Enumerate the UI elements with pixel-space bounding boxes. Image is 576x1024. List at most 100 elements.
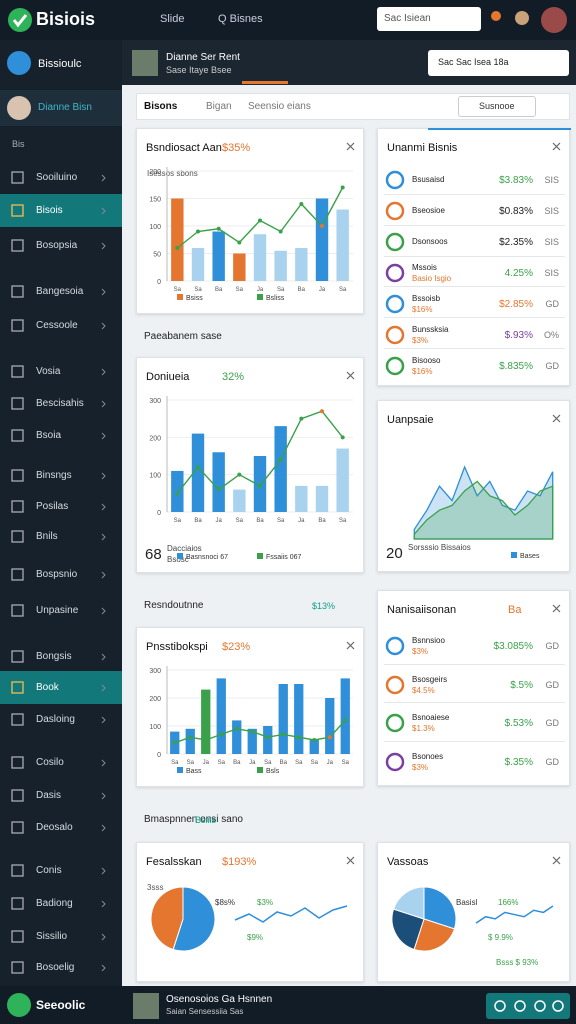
row-name: Bsosgeirs — [412, 674, 448, 684]
menu-item[interactable]: Sooiluino — [36, 172, 78, 183]
row-value: $3.83% — [499, 175, 533, 187]
bar — [191, 248, 205, 281]
legend-label: Basnsnoci 67 — [186, 554, 228, 561]
point — [196, 465, 200, 470]
tab[interactable]: Bisons — [144, 101, 178, 112]
menu-item[interactable]: Conis — [36, 865, 62, 876]
menu-item[interactable]: Badiong — [36, 898, 73, 909]
bar — [278, 684, 288, 754]
menu-item[interactable]: Dasloing — [36, 714, 75, 725]
y-tick-label: 100 — [149, 224, 161, 231]
search-box[interactable]: Sac Isiean — [377, 7, 481, 31]
row-divider — [384, 702, 565, 703]
menu-icon — [11, 604, 24, 617]
nav-item[interactable]: Q Bisnes — [218, 13, 263, 25]
search-text: Sac Isiean — [384, 13, 431, 24]
point — [216, 487, 221, 492]
close-icon — [346, 641, 355, 650]
menu-icon — [11, 821, 24, 834]
x-tick-label: Sa — [236, 518, 244, 524]
close-icon — [552, 856, 561, 865]
menu-icon — [11, 171, 24, 184]
menu-item[interactable]: Cosilo — [36, 757, 64, 768]
user-avatar — [7, 96, 31, 120]
menu-item[interactable]: Bosoelig — [36, 962, 75, 973]
graphic — [552, 414, 561, 423]
menu-item[interactable]: Bongsis — [36, 651, 72, 662]
graphic — [11, 604, 106, 617]
action-tray — [486, 993, 570, 1019]
bar — [216, 678, 226, 754]
x-tick-label: Sa — [174, 518, 182, 524]
row-tag: GD — [545, 360, 560, 371]
menu-item[interactable]: Bisois — [36, 205, 63, 216]
legend-swatch — [177, 553, 183, 559]
menu-item[interactable]: Bsoia — [36, 430, 62, 441]
chart-label: $3% — [257, 898, 274, 907]
bar — [336, 448, 349, 512]
row-tag: GD — [545, 679, 560, 690]
row-value: $.53% — [504, 718, 533, 730]
menu-item[interactable]: Vosia — [36, 366, 61, 377]
tab-button[interactable]: Susnooe — [458, 96, 536, 117]
chart-label: Bsss $ 93% — [496, 958, 539, 967]
point — [299, 202, 304, 206]
chevron — [101, 472, 106, 480]
menu-item[interactable]: Unpasine — [36, 605, 79, 616]
tab[interactable]: Bigan — [206, 101, 232, 112]
menu-item[interactable]: Dasis — [36, 790, 62, 801]
graphic — [346, 641, 355, 650]
row-divider — [384, 224, 565, 226]
row-name: Bsnnsioo — [412, 636, 445, 646]
row-divider — [384, 348, 565, 350]
menu-item[interactable]: Bangesoia — [36, 286, 84, 297]
graphic — [385, 675, 405, 694]
chevron — [101, 900, 106, 908]
menu-item[interactable]: Binsngs — [36, 470, 72, 481]
card-title: Unanmi Bisnis — [387, 142, 458, 154]
graphic — [11, 204, 106, 217]
tab[interactable]: Seensio eians — [248, 101, 311, 112]
area — [413, 480, 554, 540]
menu-item[interactable]: Deosalo — [36, 822, 73, 833]
point — [343, 718, 348, 723]
menu-item[interactable]: Bnils — [36, 531, 58, 542]
footer-text: Bsosc — [167, 555, 189, 564]
menu-item[interactable]: Sissilio — [36, 931, 68, 942]
legend-swatch — [177, 294, 183, 300]
row-icon — [385, 356, 405, 375]
graphic — [11, 897, 106, 910]
graphic — [11, 285, 106, 298]
x-tick-label: Ja — [319, 287, 326, 293]
action-icon — [552, 1000, 564, 1012]
chevron — [101, 432, 106, 440]
menu-item[interactable]: Bospsnio — [36, 569, 78, 580]
row-divider — [384, 317, 565, 319]
tab-button-text: Susnooe — [479, 101, 515, 111]
card: Doniueia 32% 68 Dacciaios Bsosc 0 100 200 300 Sa B… — [136, 357, 364, 573]
nav-item[interactable]: Slide — [160, 13, 185, 25]
graphic — [11, 681, 106, 694]
point — [320, 224, 324, 228]
menu-item[interactable]: Posilas — [36, 501, 69, 512]
badge: 20 — [386, 545, 403, 562]
row-tag: SIS — [544, 175, 559, 186]
row-tag: SIS — [544, 237, 559, 248]
card-accent: Ba — [508, 604, 522, 616]
menu-item[interactable]: Bosopsia — [36, 240, 78, 251]
graphic: 0 100 200 300 Sa Sa Ja Sa Ba Ja Sa Ba Sa Sa Ja Sa Bass Bs… — [149, 666, 353, 775]
x-tick-label: Sa — [311, 760, 319, 766]
menu-item[interactable]: Bescisahis — [36, 398, 84, 409]
menu-item[interactable]: Book — [36, 682, 59, 693]
menu-item[interactable]: Cessoole — [36, 320, 78, 331]
brand-icon — [7, 51, 31, 75]
row-value: $.5% — [510, 679, 533, 691]
header-box[interactable]: Sac Sac Isea 18a — [428, 50, 569, 76]
point — [188, 735, 193, 740]
graphic — [7, 51, 31, 75]
card-title: Bsndiosact Aan — [146, 142, 222, 154]
legend-label: Fssaiis 067 — [266, 554, 302, 561]
row-value: $.835% — [499, 360, 533, 372]
section-accent: $13% — [312, 601, 336, 611]
